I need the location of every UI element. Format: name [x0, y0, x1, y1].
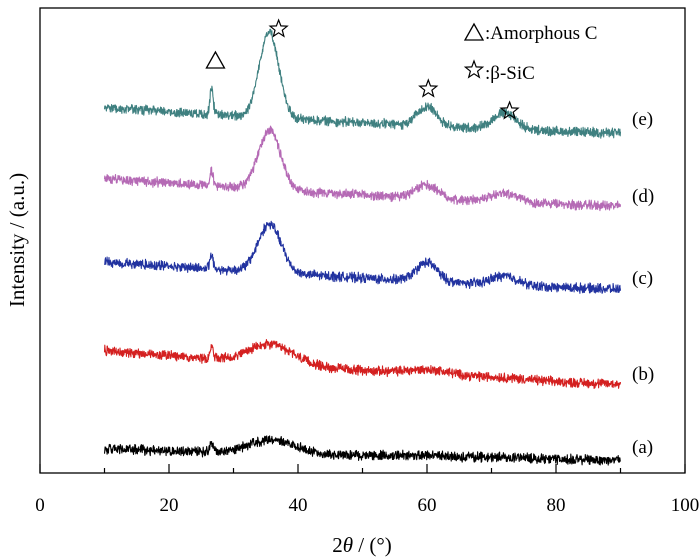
legend-label-amorphous-c: :Amorphous C — [485, 23, 597, 44]
series-label: (b) — [632, 364, 654, 385]
legend-triangle-icon — [463, 22, 485, 41]
star-marker-icon — [268, 18, 289, 38]
x-axis-title: 2θ / (°) — [332, 533, 392, 557]
series-line — [103, 220, 622, 294]
series-line — [103, 125, 622, 212]
legend-star-icon — [463, 59, 485, 79]
x-axis-title-prefix: 2 — [332, 533, 343, 557]
x-axis-title-theta: θ — [343, 533, 353, 557]
x-tick-label: 100 — [671, 495, 700, 516]
y-axis-title: Intensity / (a.u.) — [5, 173, 29, 307]
series-label: (a) — [632, 437, 653, 458]
series-line — [103, 339, 622, 389]
x-axis-title-unit: / (°) — [353, 533, 392, 557]
triangle-marker-icon — [205, 50, 226, 69]
series-label: (c) — [632, 268, 653, 289]
legend: :Amorphous C :β-SiC — [463, 22, 597, 84]
x-tick-label: 60 — [418, 495, 437, 516]
x-tick-label: 20 — [160, 495, 179, 516]
legend-label-beta-sic: :β-SiC — [485, 63, 535, 84]
x-axis-ticks: 0 20 40 60 80 100 — [35, 464, 699, 516]
x-tick-label: 0 — [35, 495, 45, 516]
x-tick-label: 40 — [289, 495, 308, 516]
series-label: (d) — [632, 186, 654, 207]
series-label: (e) — [632, 109, 653, 130]
series-line — [103, 435, 622, 466]
star-marker-icon — [499, 100, 520, 120]
series-line — [103, 28, 622, 139]
series-labels: (a) (b) (c) (d) (e) — [632, 109, 654, 458]
peak-markers — [205, 18, 520, 120]
series-lines — [103, 28, 622, 466]
star-marker-icon — [418, 78, 439, 98]
plot-frame — [39, 7, 686, 474]
x-tick-label: 80 — [547, 495, 566, 516]
